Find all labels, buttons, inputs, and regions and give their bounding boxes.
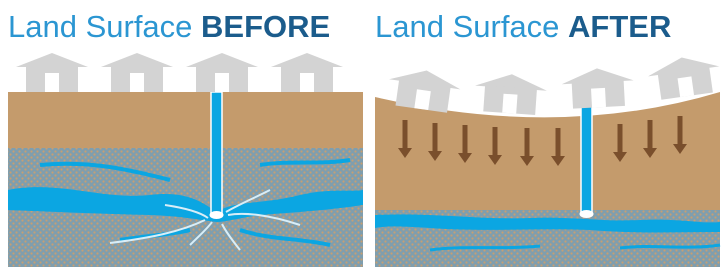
house <box>473 72 548 116</box>
house <box>561 66 635 109</box>
panel-title: Land Surface AFTER <box>375 9 671 44</box>
title-text: Land Surface <box>375 9 559 44</box>
panel-after: Land Surface AFTER <box>375 9 723 267</box>
panel-before: Land Surface BEFORE <box>8 9 363 267</box>
subsidence-diagram: Land Surface BEFORE Land Surface AFTER <box>0 0 727 267</box>
house <box>186 53 258 92</box>
title-text: Land Surface <box>8 9 192 44</box>
page: Land Surface BEFORE Land Surface AFTER <box>0 0 727 267</box>
house <box>101 53 173 92</box>
soil <box>375 92 720 212</box>
well-pipe <box>211 92 222 216</box>
title-emphasis: AFTER <box>568 9 671 44</box>
soil <box>8 92 363 148</box>
house <box>16 53 88 92</box>
house <box>271 53 343 92</box>
well-pipe <box>581 100 592 215</box>
title-emphasis: BEFORE <box>201 9 330 44</box>
well-opening <box>210 211 224 219</box>
house <box>646 53 723 102</box>
panel-title: Land Surface BEFORE <box>8 9 330 44</box>
well-opening <box>580 210 594 218</box>
